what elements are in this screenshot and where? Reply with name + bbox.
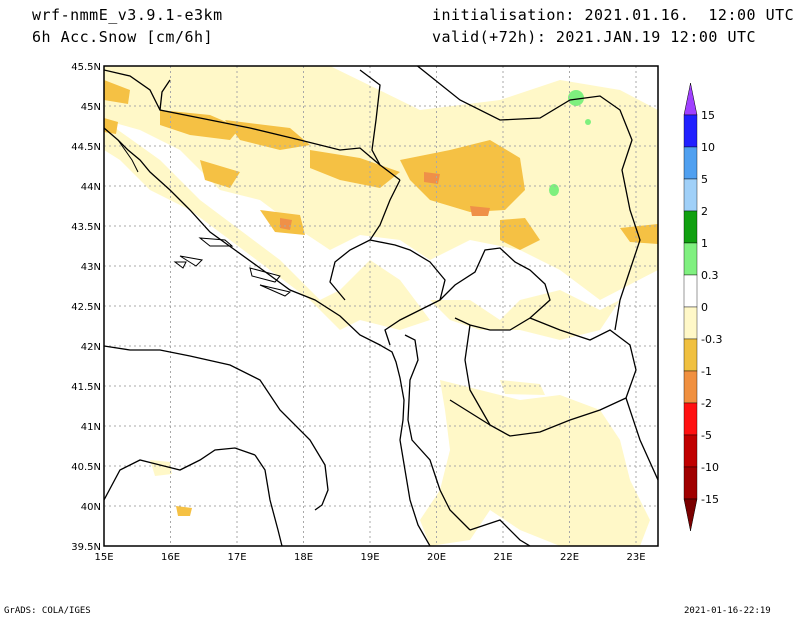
lon-label: 17E bbox=[227, 552, 246, 563]
lat-label: 40.5N bbox=[71, 462, 101, 473]
lon-label: 22E bbox=[560, 552, 579, 563]
colorbar-label: 10 bbox=[701, 141, 715, 154]
kosovo-border bbox=[439, 247, 551, 331]
colorbar-segment bbox=[683, 274, 698, 308]
colorbar-segment bbox=[683, 210, 698, 244]
longitude-labels: 15E 16E 17E 18E 19E 20E 21E 22E 23E bbox=[94, 552, 645, 563]
colorbar-segment bbox=[683, 146, 698, 180]
colorbar-label: -1 bbox=[701, 365, 712, 378]
lat-label: 39.5N bbox=[71, 542, 101, 553]
init-time: initialisation: 2021.01.16. 12:00 UTC bbox=[432, 6, 795, 24]
latitude-labels: 45.5N 45N 44.5N 44N 43.5N 43N 42.5N 42N 41.5N 41N… bbox=[71, 62, 101, 553]
colorbar-label: -15 bbox=[701, 493, 719, 506]
lat-label: 45.5N bbox=[71, 62, 101, 73]
map-frame bbox=[103, 65, 659, 547]
lon-label: 16E bbox=[161, 552, 180, 563]
colorbar-segment bbox=[683, 466, 698, 500]
colorbar-label: 5 bbox=[701, 173, 708, 186]
footer-timestamp: 2021-01-16-22:19 bbox=[684, 606, 771, 616]
snow-green-layer bbox=[549, 90, 591, 196]
colorbar-segment bbox=[683, 178, 698, 212]
footer-credit: GrADS: COLA/IGES bbox=[4, 606, 91, 616]
lon-label: 18E bbox=[294, 552, 313, 563]
albania-border bbox=[404, 334, 471, 531]
valid-time: valid(+72h): 2021.JAN.19 12:00 UTC bbox=[432, 28, 757, 46]
borders-and-coastlines bbox=[104, 66, 658, 546]
lon-label: 21E bbox=[493, 552, 512, 563]
colorbar-bottom-arrow bbox=[683, 498, 698, 532]
model-name: wrf-nmmE_v3.9.1-e3km bbox=[32, 6, 223, 24]
colorbar-label: -0.3 bbox=[701, 333, 722, 346]
colorbar-top-arrow bbox=[683, 82, 698, 116]
colorbar-label: -5 bbox=[701, 429, 712, 442]
colorbar-label: 2 bbox=[701, 205, 708, 218]
colorbar-label: 15 bbox=[701, 109, 715, 122]
lat-label: 41.5N bbox=[71, 382, 101, 393]
lat-label: 41N bbox=[81, 422, 101, 433]
lat-label: 44N bbox=[81, 182, 101, 193]
lon-label: 19E bbox=[360, 552, 379, 563]
italy-coast bbox=[104, 345, 329, 511]
greece-border bbox=[449, 397, 658, 546]
macedonia-border bbox=[464, 317, 637, 437]
lon-label: 15E bbox=[94, 552, 113, 563]
colorbar-segment bbox=[683, 370, 698, 404]
map-grid bbox=[104, 66, 658, 546]
islands bbox=[117, 139, 292, 297]
colorbar-segment bbox=[683, 242, 698, 276]
colorbar-label: 0.3 bbox=[701, 269, 719, 282]
slovenia-croatia-border bbox=[104, 69, 401, 181]
bulgaria-border bbox=[614, 269, 631, 331]
colorbar-segment bbox=[683, 306, 698, 340]
lat-label: 42.5N bbox=[71, 302, 101, 313]
lat-label: 42N bbox=[81, 342, 101, 353]
lon-label: 20E bbox=[427, 552, 446, 563]
colorbar-segment bbox=[683, 114, 698, 148]
snow-field bbox=[104, 66, 658, 546]
montenegro-border bbox=[369, 239, 446, 346]
colorbar: 15 10 5 2 1 0.3 0 -0.3 -1 -2 -5 -10 -15 bbox=[683, 82, 722, 532]
lat-label: 40N bbox=[81, 502, 101, 513]
bosnia-border bbox=[159, 79, 401, 301]
colorbar-label: -10 bbox=[701, 461, 719, 474]
field-name: 6h Acc.Snow [cm/6h] bbox=[32, 28, 214, 46]
serbia-border bbox=[359, 66, 641, 271]
colorbar-label: -2 bbox=[701, 397, 712, 410]
lat-label: 45N bbox=[81, 102, 101, 113]
colorbar-segment bbox=[683, 402, 698, 436]
italy-heel bbox=[254, 454, 283, 546]
lat-label: 43.5N bbox=[71, 222, 101, 233]
colorbar-label: 0 bbox=[701, 301, 708, 314]
adriatic-east-coast bbox=[104, 127, 431, 546]
colorbar-segment bbox=[683, 434, 698, 468]
lat-label: 44.5N bbox=[71, 142, 101, 153]
colorbar-segment bbox=[683, 338, 698, 372]
colorbar-label: 1 bbox=[701, 237, 708, 250]
lat-label: 43N bbox=[81, 262, 101, 273]
lon-label: 23E bbox=[626, 552, 645, 563]
